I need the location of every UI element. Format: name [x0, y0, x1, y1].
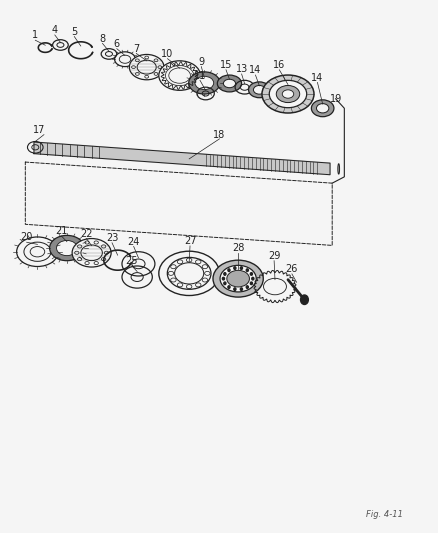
Ellipse shape	[137, 60, 156, 74]
Circle shape	[251, 277, 253, 280]
Text: 14: 14	[249, 65, 261, 75]
Ellipse shape	[57, 240, 77, 256]
Ellipse shape	[217, 75, 241, 92]
Ellipse shape	[17, 237, 58, 266]
Text: 5: 5	[71, 27, 77, 37]
Ellipse shape	[24, 242, 51, 261]
Ellipse shape	[212, 260, 263, 297]
Ellipse shape	[337, 164, 339, 174]
Text: 20: 20	[21, 232, 33, 243]
Circle shape	[250, 282, 252, 285]
Ellipse shape	[30, 247, 45, 257]
Text: 16: 16	[272, 60, 285, 70]
Ellipse shape	[167, 257, 211, 289]
Text: 25: 25	[125, 256, 138, 266]
Circle shape	[222, 277, 224, 280]
Ellipse shape	[194, 76, 213, 90]
Ellipse shape	[159, 61, 200, 90]
Ellipse shape	[248, 82, 270, 98]
Text: 22: 22	[80, 229, 92, 239]
Ellipse shape	[129, 54, 164, 80]
Circle shape	[250, 273, 252, 275]
Text: 8: 8	[99, 34, 105, 44]
Text: 7: 7	[133, 44, 139, 54]
Text: 26: 26	[285, 264, 297, 274]
Ellipse shape	[81, 245, 102, 261]
Ellipse shape	[316, 103, 328, 113]
Circle shape	[233, 267, 235, 269]
Text: 18: 18	[213, 130, 225, 140]
Text: 9: 9	[198, 57, 204, 67]
Ellipse shape	[188, 72, 219, 94]
Polygon shape	[34, 142, 329, 175]
Circle shape	[223, 273, 226, 275]
Circle shape	[240, 288, 242, 290]
Ellipse shape	[219, 265, 256, 292]
Ellipse shape	[276, 85, 299, 102]
Ellipse shape	[268, 80, 306, 108]
Circle shape	[227, 269, 230, 271]
Circle shape	[227, 286, 230, 288]
Text: 10: 10	[161, 49, 173, 59]
Circle shape	[246, 286, 248, 288]
Ellipse shape	[311, 100, 333, 117]
Text: 19: 19	[329, 94, 341, 104]
Text: 14: 14	[311, 72, 323, 83]
Ellipse shape	[174, 263, 203, 284]
Text: 29: 29	[267, 251, 280, 261]
Ellipse shape	[261, 75, 313, 113]
Text: 13: 13	[235, 64, 247, 74]
Text: Fig. 4-11: Fig. 4-11	[365, 510, 402, 519]
Text: 23: 23	[106, 233, 118, 243]
Ellipse shape	[253, 85, 265, 94]
Text: 15: 15	[219, 60, 232, 70]
Text: 21: 21	[55, 226, 67, 236]
Circle shape	[223, 282, 226, 285]
Circle shape	[240, 267, 242, 269]
Text: 17: 17	[33, 125, 46, 135]
Text: 27: 27	[184, 236, 196, 246]
Text: 24: 24	[127, 237, 140, 247]
Ellipse shape	[159, 251, 219, 295]
Circle shape	[246, 269, 248, 271]
Text: 28: 28	[231, 243, 244, 253]
Text: 4: 4	[52, 25, 58, 35]
Ellipse shape	[282, 90, 293, 98]
Ellipse shape	[72, 239, 111, 267]
Ellipse shape	[49, 236, 84, 261]
Text: 1: 1	[32, 30, 38, 41]
Text: 11: 11	[194, 70, 206, 80]
Circle shape	[300, 295, 307, 304]
Circle shape	[233, 288, 235, 290]
Text: 6: 6	[113, 39, 120, 49]
Ellipse shape	[226, 270, 249, 287]
Ellipse shape	[223, 79, 235, 88]
